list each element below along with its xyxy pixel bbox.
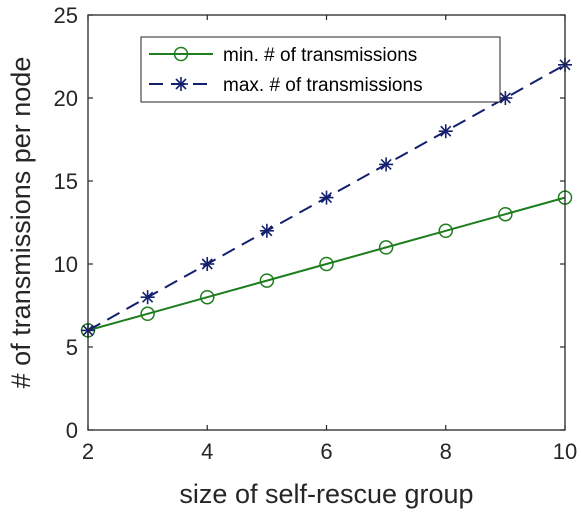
series-line — [87, 196, 566, 332]
data-point — [259, 223, 274, 238]
legend-box — [140, 36, 501, 103]
legend-entry-min: min. # of transmissions — [149, 45, 417, 66]
series-min — [80, 190, 573, 338]
y-tick-label: 20 — [54, 86, 78, 111]
y-tick-label: 5 — [66, 335, 78, 360]
data-point — [438, 124, 453, 139]
x-tick-label: 4 — [201, 439, 213, 464]
data-point — [140, 290, 155, 305]
y-tick-label: 0 — [66, 418, 78, 443]
y-tick-label: 15 — [54, 169, 78, 194]
legend-marker — [173, 46, 189, 62]
legend-label-min: min. # of transmissions — [223, 45, 417, 66]
data-point — [379, 157, 394, 172]
data-point — [378, 240, 394, 255]
legend-entry-max: max. # of transmissions — [149, 75, 423, 96]
data-point — [140, 306, 155, 322]
y-axis-label: # of transmissions per node — [6, 57, 36, 389]
plot-area-frame — [87, 14, 566, 431]
data-point — [200, 257, 215, 271]
legend-label-max: max. # of transmissions — [223, 75, 423, 96]
data-point — [319, 190, 334, 205]
data-point — [200, 289, 215, 305]
y-tick-label: 10 — [54, 252, 78, 277]
data-point — [319, 256, 334, 272]
x-axis-label: size of self-rescue group — [179, 479, 473, 509]
tick-labels: 2 4 6 8 10 0 5 10 15 20 25 — [54, 3, 578, 464]
data-point — [438, 223, 453, 239]
data-point — [498, 206, 513, 222]
legend: min. # of transmissions max. # of transm… — [140, 36, 501, 103]
x-tick-label: 2 — [82, 439, 94, 464]
x-tick-label: 8 — [440, 439, 452, 464]
data-point — [259, 273, 275, 288]
x-tick-label: 6 — [320, 439, 332, 464]
series-layer — [80, 57, 573, 338]
legend-marker — [174, 77, 188, 91]
x-tick-label: 10 — [553, 439, 577, 464]
data-point — [498, 91, 513, 105]
y-tick-label: 25 — [54, 3, 78, 28]
